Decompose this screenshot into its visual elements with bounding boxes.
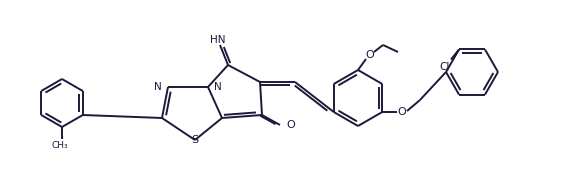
Text: N: N [154,82,162,92]
Text: HN: HN [210,35,226,45]
Text: N: N [214,82,222,92]
Text: O: O [366,50,375,60]
Text: CH₃: CH₃ [52,140,68,149]
Text: O: O [286,120,295,130]
Text: O: O [397,107,406,117]
Text: S: S [191,135,198,145]
Text: Cl: Cl [440,62,450,73]
